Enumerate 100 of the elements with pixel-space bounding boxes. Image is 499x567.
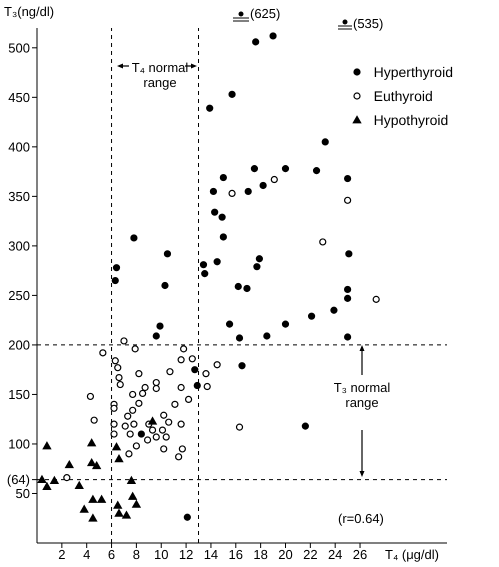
point: [178, 356, 185, 364]
text: (625): [250, 6, 280, 21]
legend-label: Euthyroid: [374, 88, 433, 104]
point: [238, 362, 246, 370]
point: [160, 445, 168, 453]
point: [152, 332, 160, 340]
point: [243, 284, 251, 292]
point: [160, 412, 168, 419]
point: [260, 182, 267, 190]
point: [188, 355, 196, 362]
point: [114, 364, 122, 372]
point: [110, 420, 118, 428]
point: [90, 416, 98, 424]
point: [50, 476, 59, 484]
point: [88, 495, 98, 503]
point: [110, 404, 118, 412]
y-tick-label: 500: [8, 40, 30, 56]
y-tick-label: 150: [8, 387, 30, 402]
point: [138, 430, 145, 438]
point: [344, 174, 352, 182]
point: [158, 426, 166, 434]
point: [129, 406, 136, 414]
y-tick-label: 300: [8, 238, 30, 254]
point: [312, 167, 320, 174]
x-tick-label: 6: [108, 547, 116, 562]
y-axis-title: T₃(ng/dl): [4, 4, 54, 19]
point: [152, 378, 160, 386]
point: [148, 416, 157, 425]
point: [319, 238, 326, 246]
point: [178, 420, 185, 428]
point: [130, 234, 138, 242]
point: [99, 349, 106, 356]
point: [322, 138, 329, 146]
x-tick-label: 10: [154, 547, 168, 562]
point: [220, 233, 227, 241]
point: [214, 361, 221, 368]
point: [132, 442, 140, 450]
point: [200, 261, 208, 268]
point: [166, 368, 174, 376]
point: [226, 320, 234, 328]
point: [64, 460, 74, 468]
y-tick-label: 250: [8, 288, 30, 304]
x-tick-label: 12: [178, 547, 194, 562]
point: [128, 492, 138, 500]
point: [86, 392, 94, 400]
annotation: T₃ normal range: [332, 380, 392, 410]
legend-label: Hyperthyroid: [374, 64, 453, 80]
point: [113, 500, 122, 509]
point: [175, 453, 182, 460]
point: [201, 270, 208, 278]
point: [38, 475, 46, 484]
annotation: T₄ normal range: [130, 60, 190, 90]
point: [344, 333, 352, 341]
point: [228, 90, 236, 98]
point: [122, 510, 131, 519]
point: [152, 384, 160, 392]
x-tick-label: 22: [303, 547, 318, 562]
point: [256, 255, 263, 262]
point: [92, 461, 102, 470]
point: [110, 430, 118, 438]
point: [132, 500, 141, 508]
point: [80, 504, 89, 513]
point: [330, 306, 338, 314]
y-tick-label: 400: [8, 139, 30, 154]
x-tick-label: 20: [278, 547, 293, 562]
point: [122, 422, 129, 430]
legend-label: Hypothyroid: [374, 112, 448, 128]
point: [218, 214, 226, 221]
point: [130, 420, 138, 428]
point: [184, 514, 191, 521]
point: [206, 104, 214, 112]
point: [116, 380, 124, 388]
point: [148, 426, 156, 434]
point: [171, 400, 179, 408]
point: [236, 334, 244, 342]
point: [162, 433, 170, 441]
point: [210, 188, 218, 196]
point: [42, 482, 52, 490]
point: [250, 165, 258, 172]
point: [204, 382, 211, 390]
y-tick-label: (64): [6, 472, 30, 488]
point: [344, 286, 352, 294]
point: [372, 296, 380, 303]
x-tick-label: 2: [58, 547, 66, 562]
point: [191, 366, 198, 374]
point: [228, 190, 236, 197]
point: [220, 174, 227, 182]
point: [180, 345, 188, 352]
point: [125, 450, 133, 458]
point: [211, 208, 218, 216]
x-tick-label: 8: [132, 547, 140, 562]
y-tick-label: 350: [8, 188, 30, 204]
y-tick-label: 50: [16, 486, 30, 502]
point: [139, 390, 146, 398]
point: [345, 250, 352, 258]
point: [124, 412, 132, 420]
point: [132, 345, 139, 352]
point: [112, 276, 119, 284]
point: [263, 332, 270, 340]
y-tick-label: 100: [8, 436, 30, 452]
